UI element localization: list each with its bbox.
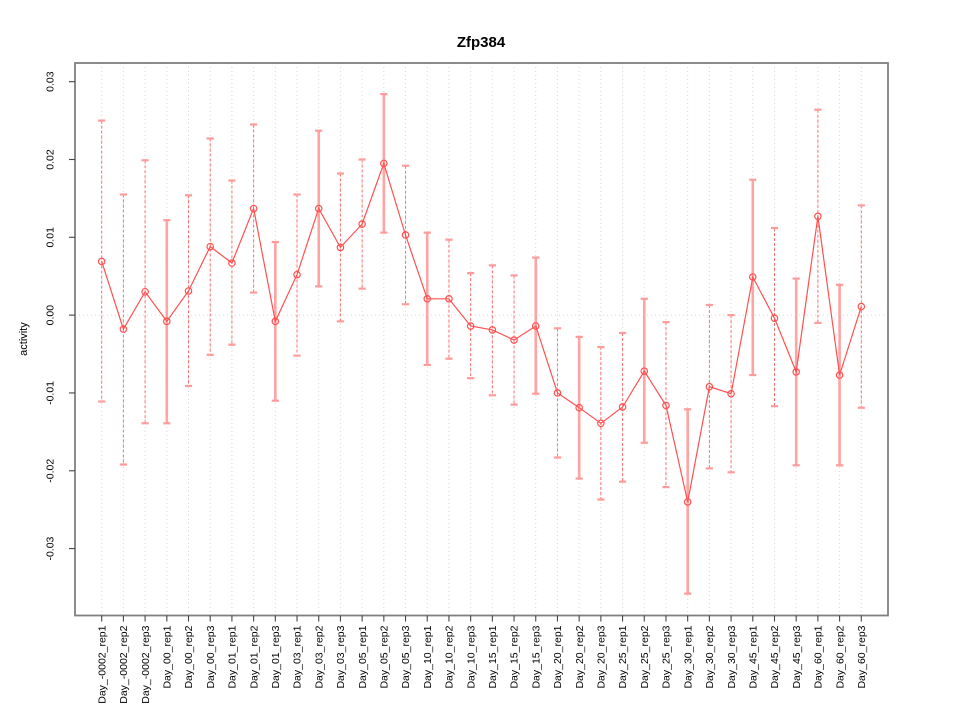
x-tick-label: Day_00_rep2 [183,625,195,688]
y-tick-label: -0.03 [45,536,57,560]
data-point [97,257,106,266]
data-point [423,294,432,303]
x-tick-label: Day_60_rep3 [856,625,868,688]
x-tick-label: Day_10_rep2 [444,625,456,688]
data-point [184,287,193,295]
data-point [683,498,692,506]
x-tick-label: Day_20_rep2 [574,625,586,688]
x-tick-label: Day_30_rep2 [704,625,716,688]
data-point [705,382,714,391]
x-tick-label: Day_30_rep1 [682,625,694,688]
x-tick-label: Day_20_rep1 [552,625,564,688]
data-point [314,204,323,213]
data-point [293,270,301,279]
x-tick-label: Day_45_rep2 [769,625,781,688]
data-point [553,389,562,397]
data-point [531,322,540,330]
data-point [141,287,149,296]
data-point [336,243,345,252]
data-point [640,367,649,375]
x-tick-label: Day_03_rep1 [292,625,304,688]
activity-line [101,161,862,503]
x-tick-label: Day_10_rep1 [422,625,434,688]
data-point [163,317,171,326]
data-point [119,325,128,333]
x-tick-label: Day_10_rep3 [465,625,477,688]
data-point [271,317,280,326]
data-point [857,302,866,311]
gridlines [75,63,888,616]
data-point [618,403,627,411]
error-bars [98,93,865,595]
y-tick-label: -0.01 [45,381,57,405]
x-tick-label: Day_03_rep2 [313,625,325,688]
x-tick-label: Day_15_rep1 [487,625,499,688]
data-line [101,161,862,503]
axes: -0.03 -0.02 -0.01 0.00 0.01 0.02 0.03 Day_-0002… [45,62,889,704]
x-tick-label: Day_-0002_rep1 [96,625,108,703]
data-point [358,220,366,228]
x-tick-label: Day_00_rep3 [205,625,217,688]
plot-border [74,62,889,617]
data-point [228,259,236,267]
data-point [206,242,215,251]
y-tick-label: 0.00 [45,305,57,326]
x-tick-label: Day_15_rep2 [509,625,521,688]
x-tick-label: Day_15_rep3 [530,625,542,688]
x-tick-label: Day_60_rep1 [813,625,825,688]
data-point [466,322,475,330]
x-tick-label: Day_00_rep1 [161,625,173,688]
x-tick-label: Day_30_rep3 [726,625,738,688]
data-point [575,403,583,412]
data-point [748,273,757,281]
data-point [792,368,800,376]
x-tick-label: Day_20_rep3 [596,625,608,688]
x-tick-label: Day_03_rep3 [335,625,347,688]
x-tick-label: Day_45_rep1 [747,625,759,688]
x-tick-label: Day_01_rep3 [270,625,282,688]
x-tick-label: Day_25_rep3 [661,625,673,688]
x-tick-label: Day_01_rep2 [248,625,260,688]
data-point [662,401,670,410]
y-tick-label: 0.01 [45,227,57,248]
data-point [249,204,258,213]
data-point [727,389,735,398]
x-tick-label: Day_05_rep3 [400,625,412,688]
data-point [488,326,497,334]
x-tick-label: Day_60_rep2 [834,625,846,688]
x-tick-label: Day_-0002_rep2 [118,625,130,703]
data-point [380,159,388,168]
x-tick-label: Day_25_rep2 [639,625,651,688]
x-tick-label: Day_45_rep3 [791,625,803,688]
x-tick-label: Day_05_rep2 [379,625,391,688]
data-point [401,231,410,239]
y-axis-label: activity [18,322,30,356]
chart-title: Zfp384 [457,34,506,51]
x-tick-label: Day_-0002_rep3 [140,625,152,703]
data-point [510,336,518,344]
data-points [97,159,866,506]
x-tick-label: Day_01_rep1 [227,625,239,688]
data-point [597,419,605,428]
y-tick-label: 0.02 [45,149,57,170]
y-tick-label: -0.02 [45,459,57,483]
data-point [770,314,779,323]
x-tick-label: Day_05_rep1 [357,625,369,688]
data-point [445,294,453,303]
data-point [835,371,844,379]
y-tick-label: 0.03 [45,71,57,92]
data-point [814,212,822,221]
x-tick-label: Day_25_rep1 [617,625,629,688]
